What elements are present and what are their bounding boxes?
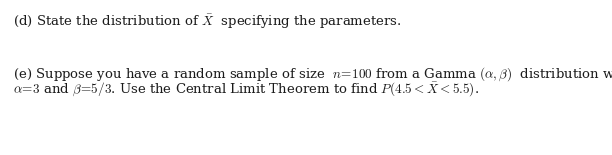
Text: (d) State the distribution of $\bar{X}$  specifying the parameters.: (d) State the distribution of $\bar{X}$ … <box>13 13 401 31</box>
Text: (e) Suppose you have a random sample of size  $n\!=\!100$ from a Gamma $(\alpha,: (e) Suppose you have a random sample of … <box>13 65 612 83</box>
Text: $\alpha\!=\!3$ and $\beta\!=\!5/3$. Use the Central Limit Theorem to find $P(4.5: $\alpha\!=\!3$ and $\beta\!=\!5/3$. Use … <box>13 80 479 98</box>
